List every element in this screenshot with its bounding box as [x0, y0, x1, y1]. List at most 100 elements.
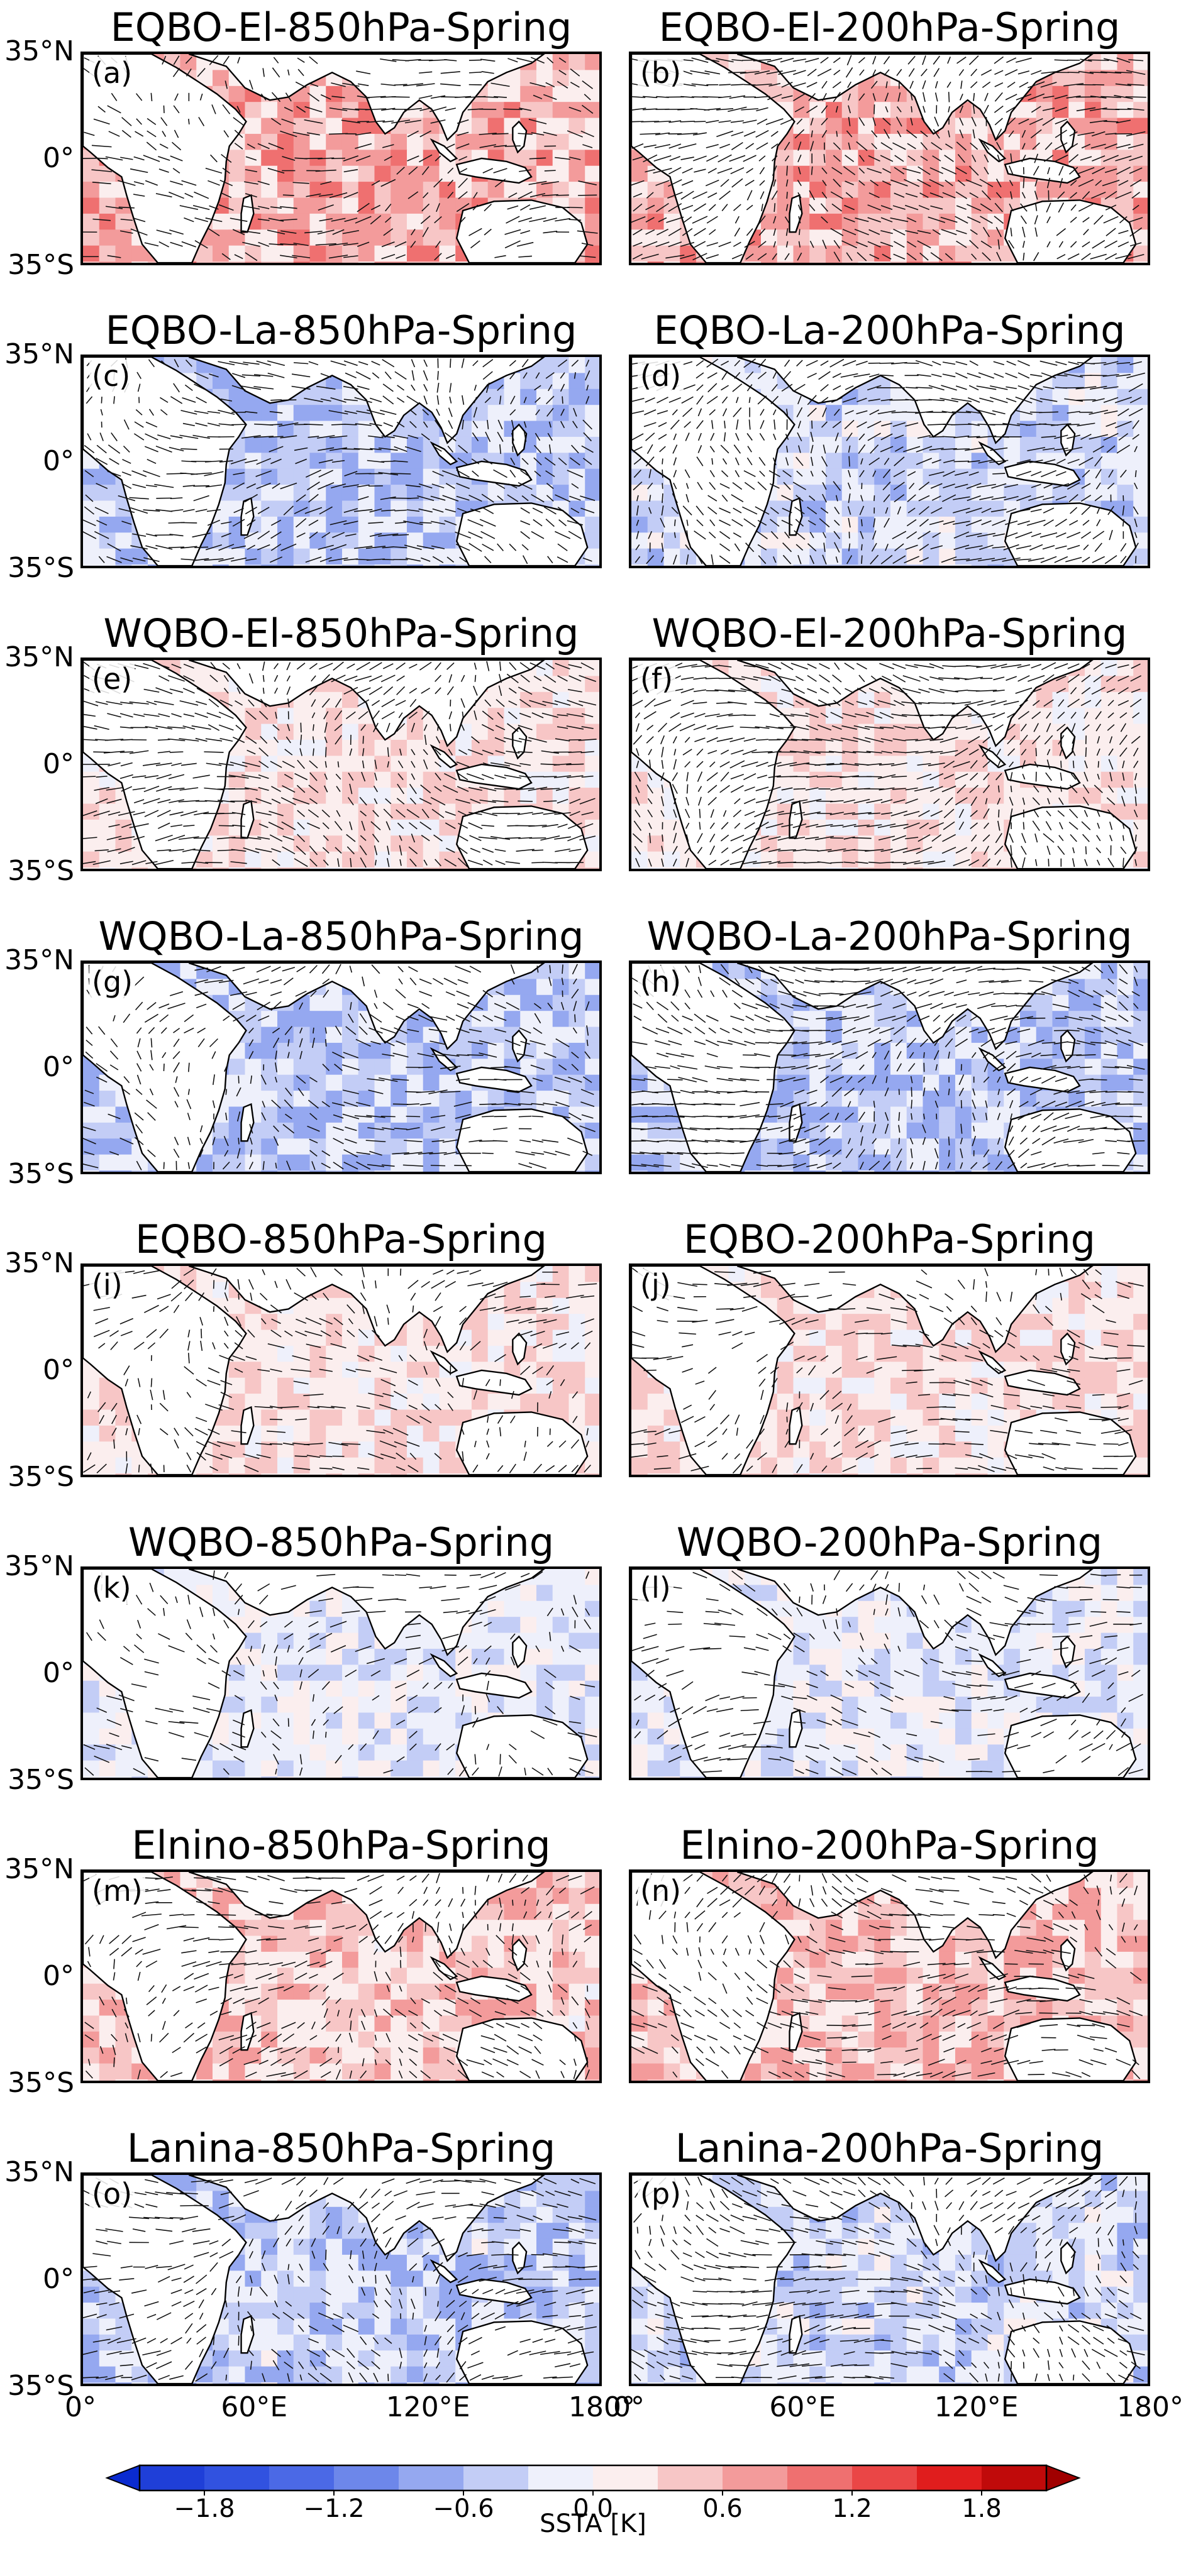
- wind-vector: [685, 432, 690, 441]
- sst-cell: [293, 724, 311, 740]
- wind-vector: [162, 131, 167, 137]
- wind-vector: [231, 837, 247, 839]
- wind-vector: [822, 482, 827, 490]
- wind-vector: [1127, 253, 1144, 260]
- sst-cell: [293, 405, 311, 422]
- wind-vector: [448, 674, 453, 683]
- wind-vector: [736, 397, 739, 404]
- wind-vector: [516, 849, 535, 852]
- wind-vector: [969, 192, 978, 199]
- wind-vector: [631, 180, 645, 186]
- wind-vector: [447, 167, 454, 174]
- wind-vector: [135, 131, 144, 137]
- sst-cell: [858, 85, 875, 103]
- wind-vector: [378, 447, 398, 451]
- wind-vector: [951, 398, 972, 402]
- sst-cell: [858, 388, 875, 406]
- wind-vector: [719, 483, 730, 489]
- wind-vector: [318, 204, 334, 211]
- sst-cell: [391, 516, 407, 534]
- wind-vector: [933, 129, 940, 139]
- wind-vector: [160, 409, 168, 416]
- sst-cell: [1036, 85, 1053, 103]
- wind-vector: [1078, 457, 1094, 466]
- wind-vector: [271, 798, 281, 804]
- wind-vector: [1070, 507, 1078, 514]
- sst-cell: [874, 102, 891, 119]
- wind-vector: [882, 168, 892, 173]
- sst-cell: [439, 213, 457, 231]
- wind-vector: [945, 143, 953, 149]
- wind-vector: [404, 119, 421, 124]
- wind-vector: [1092, 531, 1105, 539]
- wind-vector: [920, 155, 928, 162]
- wind-vector: [643, 144, 657, 148]
- sst-cell: [841, 165, 859, 183]
- sst-cell: [939, 261, 956, 263]
- wind-vector: [632, 253, 643, 260]
- wind-vector: [846, 432, 853, 441]
- wind-vector: [304, 119, 323, 124]
- wind-vector: [445, 483, 455, 489]
- wind-vector: [519, 775, 531, 778]
- sst-cell: [520, 405, 537, 422]
- sst-cell: [439, 245, 457, 263]
- wind-vector: [343, 385, 358, 390]
- wind-vector: [378, 471, 399, 476]
- sst-cell: [1133, 500, 1148, 517]
- wind-vector: [1005, 372, 1017, 378]
- sst-cell: [568, 803, 586, 820]
- wind-vector: [143, 713, 160, 717]
- wind-vector: [396, 809, 406, 818]
- sst-cell: [374, 867, 392, 869]
- wind-vector: [182, 397, 196, 403]
- wind-vector: [796, 360, 803, 367]
- wind-vector: [385, 821, 391, 830]
- wind-vector: [809, 190, 815, 201]
- sst-cell: [536, 165, 553, 183]
- wind-vector: [343, 558, 358, 561]
- sst-cell: [971, 197, 989, 214]
- wind-vector: [745, 180, 755, 187]
- wind-vector: [709, 446, 715, 453]
- sst-cell: [923, 564, 940, 566]
- wind-vector: [1028, 93, 1045, 101]
- wind-vector: [1041, 459, 1056, 464]
- sst-cell: [309, 197, 327, 214]
- sst-cell: [228, 485, 246, 502]
- wind-vector: [746, 371, 754, 380]
- wind-vector: [374, 845, 378, 856]
- sst-cell: [341, 245, 359, 263]
- wind-vector: [870, 180, 879, 187]
- wind-vector: [1116, 444, 1131, 454]
- wind-vector: [831, 397, 843, 403]
- wind-vector: [894, 167, 905, 175]
- wind-vector: [304, 507, 323, 514]
- wind-vector: [384, 372, 392, 380]
- wind-vector: [207, 422, 220, 427]
- wind-vector: [122, 459, 131, 464]
- wind-vector: [295, 518, 307, 528]
- wind-vector: [584, 94, 591, 101]
- wind-vector: [472, 421, 479, 429]
- wind-vector: [318, 157, 335, 160]
- sst-cell: [585, 867, 599, 869]
- wind-vector: [270, 543, 282, 551]
- wind-vector: [331, 424, 346, 426]
- wind-vector: [482, 543, 494, 551]
- sst-cell: [1004, 485, 1021, 502]
- wind-vector: [682, 70, 693, 75]
- wind-vector: [581, 726, 594, 729]
- wind-vector: [581, 775, 594, 778]
- wind-vector: [86, 396, 93, 404]
- wind-vector: [647, 482, 653, 490]
- sst-cell: [536, 388, 553, 406]
- wind-vector: [784, 531, 790, 539]
- wind-vector: [322, 847, 330, 854]
- sst-cell: [309, 118, 327, 135]
- wind-vector: [472, 470, 479, 477]
- wind-vector: [253, 436, 274, 438]
- wind-vector: [633, 482, 643, 491]
- sst-cell: [309, 788, 327, 805]
